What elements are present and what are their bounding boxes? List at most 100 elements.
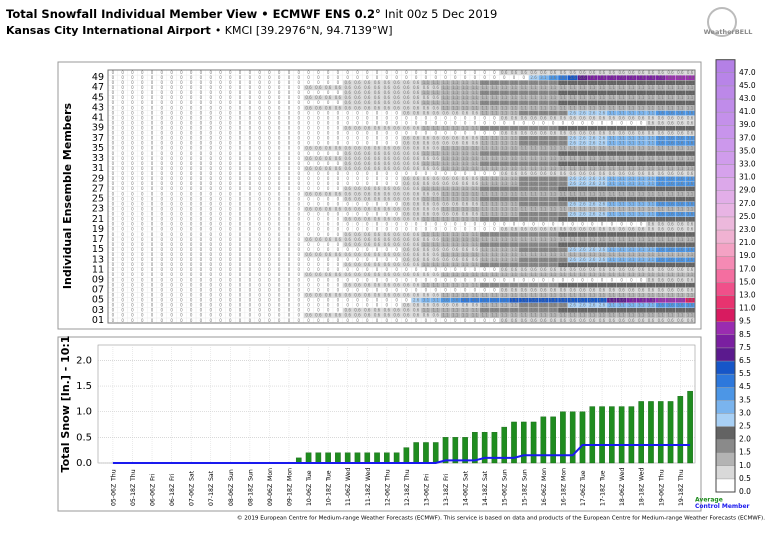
cell-value: 0 (219, 212, 222, 217)
cell-value: 0 (161, 222, 164, 227)
cell-value: 0 (131, 318, 134, 323)
cell-value: 0.6 (335, 252, 342, 257)
cell-value: 0 (190, 171, 193, 176)
cell-value: 1.1 (618, 313, 625, 318)
cell-value: 0 (239, 237, 242, 242)
cell-value: 0.6 (511, 318, 518, 323)
cell-value: 1.1 (540, 146, 547, 151)
cell-value: 0 (249, 242, 252, 247)
cell-value: 0 (307, 120, 310, 125)
cell-value: 0.6 (354, 313, 361, 318)
cell-value: 0 (239, 277, 242, 282)
cell-value: 0 (180, 252, 183, 257)
cell-value: 0 (121, 110, 124, 115)
cell-value: 0 (366, 267, 369, 272)
cell-value: 1.1 (501, 206, 508, 211)
cell-value: 0 (258, 237, 261, 242)
cell-value: 3.1 (618, 257, 625, 262)
cell-value: 0 (112, 292, 115, 297)
cell-value: 0 (190, 115, 193, 120)
cell-value: 0 (278, 212, 281, 217)
cell-value: 1.1 (560, 237, 567, 242)
cell-value: 0.6 (530, 115, 537, 120)
cell-value: 0 (376, 212, 379, 217)
cell-value: 0 (200, 232, 203, 237)
cell-value: 2.1 (648, 232, 655, 237)
cell-value: 0 (268, 115, 271, 120)
cell-value: 0.6 (511, 115, 518, 120)
cell-value: 0.6 (354, 125, 361, 130)
cell-value: 0 (444, 318, 447, 323)
cell-value: 1.1 (579, 292, 586, 297)
cell-value: 0 (346, 318, 349, 323)
cell-value: 2.6 (589, 201, 596, 206)
cell-value: 1.1 (462, 272, 469, 277)
cell-value: 1.6 (530, 141, 537, 146)
cell-value: 0 (219, 201, 222, 206)
cell-value: 2.6 (579, 247, 586, 252)
cell-value: 0.6 (413, 282, 420, 287)
cell-value: 1.1 (560, 292, 567, 297)
cell-value: 0 (229, 191, 232, 196)
cell-value: 0 (121, 262, 124, 267)
cell-value: 7.6 (638, 298, 645, 303)
cell-value: 2.1 (570, 262, 577, 267)
cell-value: 0.6 (315, 191, 322, 196)
cell-value: 0 (200, 166, 203, 171)
cell-value: 1.1 (472, 206, 479, 211)
cell-value: 0 (170, 151, 173, 156)
cell-value: 0 (190, 227, 193, 232)
cell-value: 2.1 (677, 186, 684, 191)
cell-value: 1.6 (550, 262, 557, 267)
cell-value: 0 (523, 222, 526, 227)
cell-value: 1.6 (550, 308, 557, 313)
cell-value: 0.6 (677, 318, 684, 323)
cell-value: 0.6 (570, 227, 577, 232)
cell-value: 0 (317, 201, 320, 206)
cell-value: 1.1 (442, 125, 449, 130)
cell-value: 0 (376, 287, 379, 292)
cell-value: 1.6 (511, 196, 518, 201)
cell-value: 0 (209, 232, 212, 237)
cell-value: 0 (386, 212, 389, 217)
cell-value: 0 (298, 287, 301, 292)
cell-value: 0 (131, 232, 134, 237)
cell-value: 0 (131, 267, 134, 272)
cell-value: 1.1 (648, 191, 655, 196)
cell-value: 3.1 (618, 303, 625, 308)
cell-value: 0 (121, 217, 124, 222)
cell-value: 0 (376, 181, 379, 186)
cell-value: 1.1 (570, 237, 577, 242)
cell-value: 0 (278, 237, 281, 242)
cell-value: 0 (562, 120, 565, 125)
cell-value: 0 (464, 171, 467, 176)
cell-value: 0 (170, 171, 173, 176)
cell-value: 2.1 (609, 125, 616, 130)
cell-value: 0 (151, 156, 154, 161)
cell-value: 0 (258, 136, 261, 141)
cell-value: 0 (112, 237, 115, 242)
cell-value: 1.1 (687, 191, 694, 196)
cell-value: 0.6 (345, 272, 352, 277)
cell-value: 0 (298, 146, 301, 151)
cell-value: 0 (444, 287, 447, 292)
cell-value: 0 (112, 212, 115, 217)
cell-value: 0 (151, 186, 154, 191)
cell-value: 0.6 (677, 115, 684, 120)
cell-value: 0 (298, 151, 301, 156)
cell-value: 1.1 (472, 308, 479, 313)
cell-value: 1.1 (677, 156, 684, 161)
cell-value: 3.6 (677, 247, 684, 252)
cell-value: 3.6 (677, 212, 684, 217)
cell-value: 0 (346, 171, 349, 176)
cell-value: 0 (395, 201, 398, 206)
cell-value: 0.6 (560, 171, 567, 176)
cell-value: 3.6 (658, 201, 665, 206)
cell-value: 1.1 (638, 292, 645, 297)
cell-value: 1.1 (462, 191, 469, 196)
cell-value: 1.1 (530, 156, 537, 161)
cell-value: 3.6 (687, 201, 694, 206)
cell-value: 0 (327, 262, 330, 267)
cell-value: 0 (239, 186, 242, 191)
cell-value: 0 (258, 298, 261, 303)
